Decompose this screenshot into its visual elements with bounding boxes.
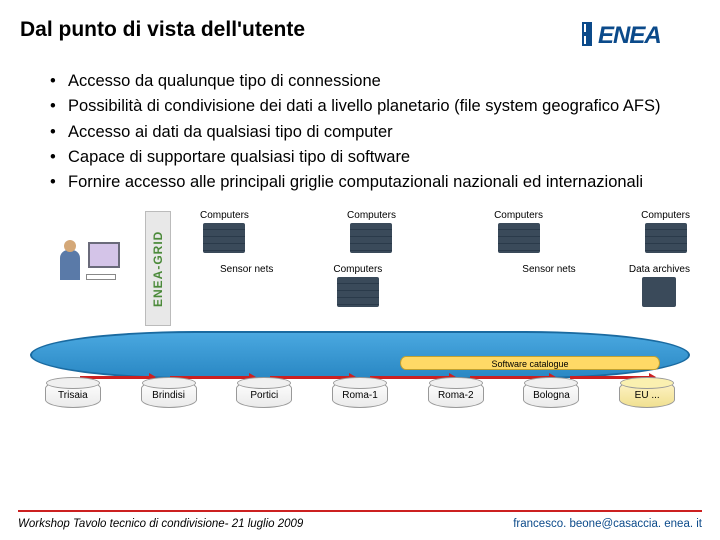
sites-row: Trisaia Brindisi Portici Roma-1 Roma-2 B… [25, 380, 695, 401]
page-title: Dal punto di vista dell'utente [20, 18, 305, 42]
footer-email: francesco. beone@casaccia. enea. it [513, 518, 702, 530]
computers-node: Computers [641, 210, 690, 253]
bullet-item: Possibilità di condivisione dei dati a l… [50, 95, 680, 117]
sensor-nets-node: Sensor nets [220, 264, 273, 275]
sensor-nets-node: Sensor nets [522, 264, 575, 275]
grid-diagram: ENEA-GRID Computers Computers Computers … [20, 206, 700, 441]
bullet-item: Accesso da qualunque tipo di connessione [50, 70, 680, 92]
footer-workshop-text: Workshop Tavolo tecnico di condivisione-… [18, 518, 303, 530]
site-node: Roma-1 [312, 380, 408, 401]
software-catalog-bar: Software catalogue [400, 356, 660, 370]
bullet-list: Accesso da qualunque tipo di connessione… [0, 60, 720, 206]
server-rack-icon [337, 277, 379, 307]
site-node: Brindisi [121, 380, 217, 401]
site-node: Trisaia [25, 380, 121, 401]
bullet-item: Fornire accesso alle principali griglie … [50, 171, 680, 193]
server-rack-icon [203, 223, 245, 253]
grid-platform-shape [30, 331, 690, 379]
enea-grid-label: ENEA-GRID [145, 211, 171, 326]
user-terminal-icon [50, 236, 120, 286]
site-node: Bologna [504, 380, 600, 401]
server-rack-icon [350, 223, 392, 253]
site-node: EU ... [599, 380, 695, 401]
server-rack-icon [498, 223, 540, 253]
data-archives-node: Data archives [629, 264, 690, 309]
server-rack-icon [645, 223, 687, 253]
enea-logo: ENEA [580, 18, 700, 50]
computers-node: Computers [333, 264, 382, 307]
computers-node: Computers [347, 210, 396, 253]
site-node: Roma-2 [408, 380, 504, 401]
footer: Workshop Tavolo tecnico di condivisione-… [18, 510, 702, 530]
site-node: Portici [216, 380, 312, 401]
computers-node: Computers [494, 210, 543, 253]
bullet-item: Accesso ai dati da qualsiasi tipo di com… [50, 121, 680, 143]
computers-node: Computers [200, 210, 249, 253]
bullet-item: Capace di supportare qualsiasi tipo di s… [50, 146, 680, 168]
svg-text:ENEA: ENEA [598, 22, 661, 49]
archive-box-icon [642, 277, 676, 307]
